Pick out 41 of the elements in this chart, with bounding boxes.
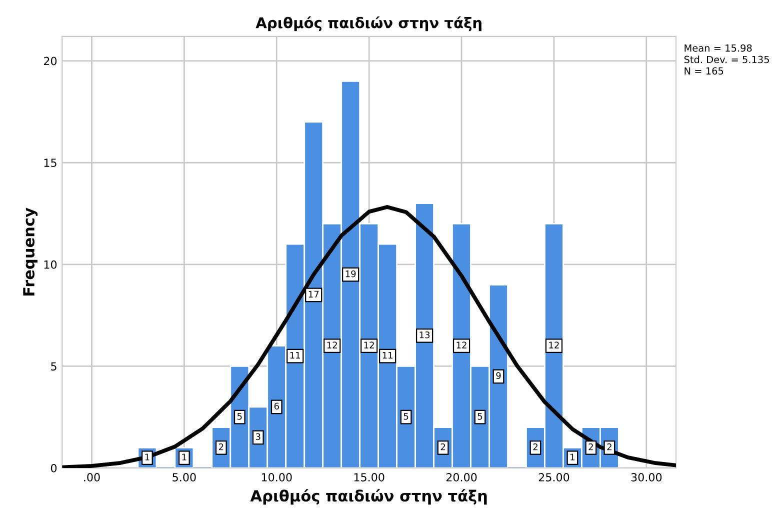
x-tick-label: 20.00 bbox=[446, 473, 477, 482]
x-tick-label: 30.00 bbox=[631, 473, 662, 482]
data-label: 2 bbox=[218, 443, 224, 450]
text: Mean = 15.98 bbox=[684, 44, 752, 52]
data-label: 2 bbox=[607, 443, 612, 450]
x-tick-label: 5.00 bbox=[172, 473, 196, 482]
data-label: 19 bbox=[346, 270, 356, 278]
y-tick-label: 20 bbox=[44, 56, 57, 66]
data-label: 12 bbox=[549, 342, 559, 348]
chart-title: Αριθμός παιδιών στην τάξη bbox=[256, 16, 482, 32]
data-label: 12 bbox=[327, 342, 337, 348]
data-label: 5 bbox=[237, 413, 242, 420]
x-tick-label: .00 bbox=[84, 473, 100, 482]
x-tick-label: 25.00 bbox=[538, 473, 570, 482]
data-label: 5 bbox=[478, 413, 482, 420]
data-label: 2 bbox=[588, 443, 593, 450]
y-tick-label: 5 bbox=[51, 362, 56, 371]
data-label: 1 bbox=[182, 454, 186, 460]
data-label: 2 bbox=[440, 443, 445, 450]
y-tick-label: 15 bbox=[44, 158, 56, 167]
text: Std. Dev. = 5.135 bbox=[684, 56, 769, 64]
x-tick-label: 10.00 bbox=[262, 473, 292, 482]
data-label: 1 bbox=[145, 454, 150, 460]
data-label: 2 bbox=[533, 443, 538, 450]
data-label: 3 bbox=[256, 433, 260, 440]
data-label: 11 bbox=[290, 352, 300, 359]
y-tick-label: 10 bbox=[44, 260, 57, 269]
data-label: 11 bbox=[382, 352, 392, 359]
y-tick-label: 0 bbox=[50, 464, 57, 472]
x-axis-title: Αριθμός παιδιών στην τάξη bbox=[250, 489, 487, 505]
data-label: 13 bbox=[420, 331, 430, 338]
data-label: 6 bbox=[274, 402, 279, 410]
x-tick-label: 15.00 bbox=[354, 473, 384, 482]
y-axis-title: Frequency bbox=[23, 208, 38, 296]
text: N = 165 bbox=[684, 67, 724, 75]
data-label: 12 bbox=[364, 342, 374, 348]
data-label: 1 bbox=[570, 454, 574, 460]
data-label: 5 bbox=[404, 413, 408, 420]
data-label: 17 bbox=[308, 290, 319, 298]
data-label: 12 bbox=[456, 342, 466, 348]
data-label: 9 bbox=[496, 372, 501, 380]
